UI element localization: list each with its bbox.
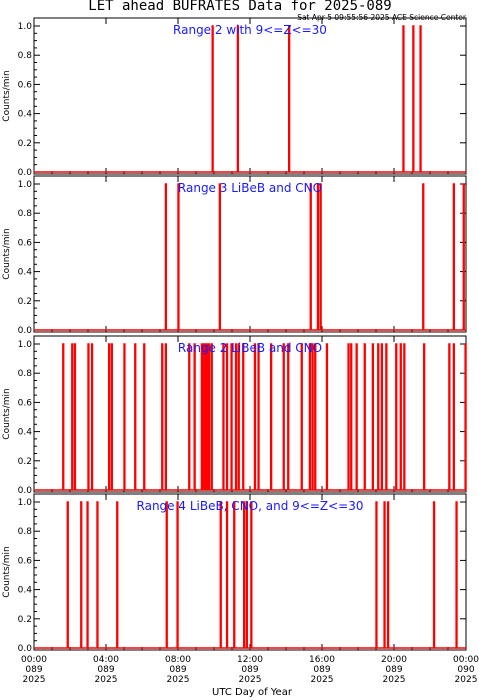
y-tick-label: 1.0 — [18, 180, 33, 190]
y-tick-label: 0.8 — [18, 51, 33, 61]
figure-title: LET ahead BUFRATES Data for 2025-089 — [88, 0, 391, 14]
y-axis-label: Counts/min — [2, 228, 12, 279]
panel-4: 0.0 0.2 0.4 0.6 0.8 1.0 Counts/min Range 4 LiBe… — [2, 493, 467, 654]
y-tick-label: 1.0 — [18, 340, 33, 350]
x-tick-doy-label: 089 — [313, 665, 330, 675]
y-tick-label: 1.0 — [18, 22, 33, 32]
x-axis-labels: 00:00089202504:00089202508:00089202512:0… — [21, 655, 479, 685]
y-tick-label: 0.0 — [18, 326, 33, 336]
x-tick-time-label: 08:00 — [165, 655, 191, 665]
panel-title: Range 2 with 9<=Z<=30 — [173, 23, 327, 37]
x-tick-time-label: 20:00 — [381, 655, 407, 665]
y-tick-label: 0.8 — [18, 527, 33, 537]
y-tick-label: 0.2 — [18, 615, 32, 625]
series-line — [34, 25, 466, 173]
y-tick-label: 0.2 — [18, 139, 32, 149]
x-axis-title: UTC Day of Year — [212, 687, 293, 698]
y-tick-label: 0.6 — [18, 80, 33, 90]
panel-frame — [33, 175, 467, 333]
y-tick-label: 0.0 — [18, 168, 33, 178]
y-axis-label: Counts/min — [2, 70, 12, 121]
y-axis-label: Counts/min — [2, 546, 12, 597]
series-line — [34, 183, 466, 331]
y-tick-label: 0.6 — [18, 556, 33, 566]
x-tick-year-label: 2025 — [95, 675, 118, 685]
x-tick-doy-label: 089 — [241, 665, 258, 675]
y-tick-label: 0.0 — [18, 486, 33, 496]
y-tick-label: 0.2 — [18, 297, 32, 307]
x-tick-year-label: 2025 — [455, 675, 478, 685]
x-tick-year-label: 2025 — [383, 675, 406, 685]
y-tick-label: 0.8 — [18, 369, 33, 379]
x-tick-doy-label: 090 — [457, 665, 474, 675]
x-tick-time-label: 00:00 — [453, 655, 479, 665]
y-tick-label: 0.4 — [18, 110, 33, 120]
panel-title: Range 4 LiBeB, CNO, and 9<=Z<=30 — [137, 499, 364, 513]
x-tick-time-label: 00:00 — [21, 655, 47, 665]
x-tick-year-label: 2025 — [311, 675, 334, 685]
y-tick-label: 0.0 — [18, 644, 33, 654]
series-line — [34, 501, 466, 649]
panel-3: 0.0 0.2 0.4 0.6 0.8 1.0 Counts/min Range 2 LiBe… — [2, 335, 467, 496]
panel-frame — [33, 17, 467, 175]
y-tick-label: 0.6 — [18, 238, 33, 248]
x-tick-time-label: 16:00 — [309, 655, 335, 665]
y-tick-label: 0.6 — [18, 398, 33, 408]
y-tick-label: 0.8 — [18, 209, 33, 219]
x-tick-year-label: 2025 — [23, 675, 46, 685]
panel-2: 0.0 0.2 0.4 0.6 0.8 1.0 Counts/min Range 3 LiBe… — [2, 175, 467, 336]
y-axis-label: Counts/min — [2, 388, 12, 439]
y-tick-label: 0.2 — [18, 457, 32, 467]
y-tick-label: 1.0 — [18, 498, 33, 508]
x-tick-time-label: 12:00 — [237, 655, 263, 665]
x-tick-time-label: 04:00 — [93, 655, 119, 665]
x-tick-doy-label: 089 — [25, 665, 42, 675]
panel-title: Range 3 LiBeB and CNO — [178, 181, 322, 195]
x-tick-doy-label: 089 — [385, 665, 402, 675]
panel-frame — [33, 493, 467, 651]
x-tick-doy-label: 089 — [169, 665, 186, 675]
y-tick-label: 0.4 — [18, 428, 33, 438]
panel-title: Range 2 LiBeB and CNO — [178, 341, 322, 355]
series-line — [34, 343, 467, 491]
x-tick-year-label: 2025 — [239, 675, 262, 685]
x-tick-year-label: 2025 — [167, 675, 190, 685]
y-tick-label: 0.4 — [18, 268, 33, 278]
panel-1: 0.0 0.2 0.4 0.6 0.8 1.0 Counts/min Range 2 with… — [2, 17, 467, 178]
x-tick-doy-label: 089 — [97, 665, 114, 675]
y-tick-label: 0.4 — [18, 586, 33, 596]
panels-group: 0.0 0.2 0.4 0.6 0.8 1.0 Counts/min Range 2 with… — [2, 17, 467, 654]
